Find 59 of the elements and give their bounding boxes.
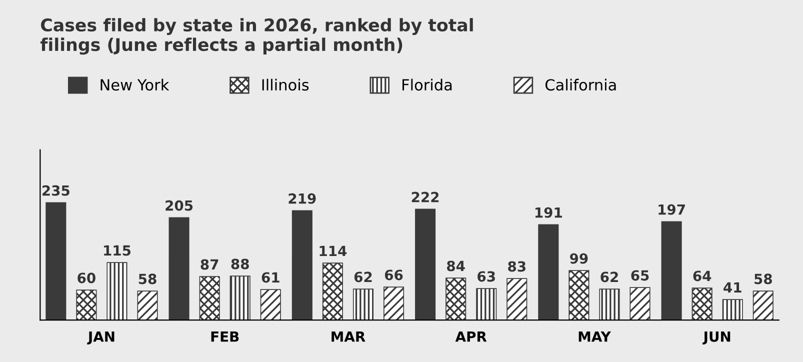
data-label: 197 [658,204,685,215]
data-label: 60 [78,272,96,284]
data-label: 87 [200,259,218,270]
bar [292,210,312,320]
data-label: 41 [724,282,742,292]
bar [599,288,620,320]
bar [661,221,682,320]
data-label: 62 [600,272,618,282]
data-label: 191 [535,207,562,218]
bar [476,288,497,320]
data-label: 205 [166,200,193,211]
legend-label: Illinois [262,78,309,91]
bar [137,290,158,320]
bar [168,217,190,320]
x-tick-label: APR [455,332,487,342]
bar [352,288,374,320]
bar [260,289,281,320]
legend-label: Florida [402,78,452,91]
chart-title: Cases filed by state in 2026, ranked by total filings (June reflects a partial month) [40,18,473,55]
bar [46,202,66,320]
bar [106,262,128,320]
bar [506,278,528,320]
data-label: 83 [508,261,526,272]
bar [415,208,436,320]
data-label: 66 [384,270,403,280]
data-label: 115 [104,245,131,256]
bar [76,290,97,320]
data-label: 114 [320,246,347,256]
bar [384,286,404,320]
data-label: 63 [478,271,495,282]
bar [722,299,743,320]
bar [446,278,466,320]
data-label: 235 [42,185,70,196]
data-label: 62 [354,272,372,282]
data-label: 64 [693,270,712,282]
data-label: 84 [447,260,465,272]
data-label: 219 [288,193,316,204]
legend-label: California [545,78,616,91]
data-label: 88 [231,258,249,270]
data-label: 222 [412,192,439,202]
bar [230,276,250,320]
data-label: 61 [262,272,280,283]
bar [568,270,590,320]
data-label: 99 [570,253,588,264]
x-tick-label: JAN [87,332,114,344]
bar [538,224,559,320]
bar [322,262,343,320]
x-tick-label: MAY [578,332,611,342]
bar [199,276,220,320]
x-tick-label: JUN [702,332,730,344]
bar [752,290,774,320]
x-tick-label: FEB [211,332,239,342]
bar [630,287,650,320]
x-tick-label: MAR [332,332,366,342]
bar [692,288,712,320]
data-label: 58 [138,274,156,284]
legend-label: New York [100,78,170,91]
data-label: 58 [754,274,772,284]
data-label: 65 [631,270,649,281]
